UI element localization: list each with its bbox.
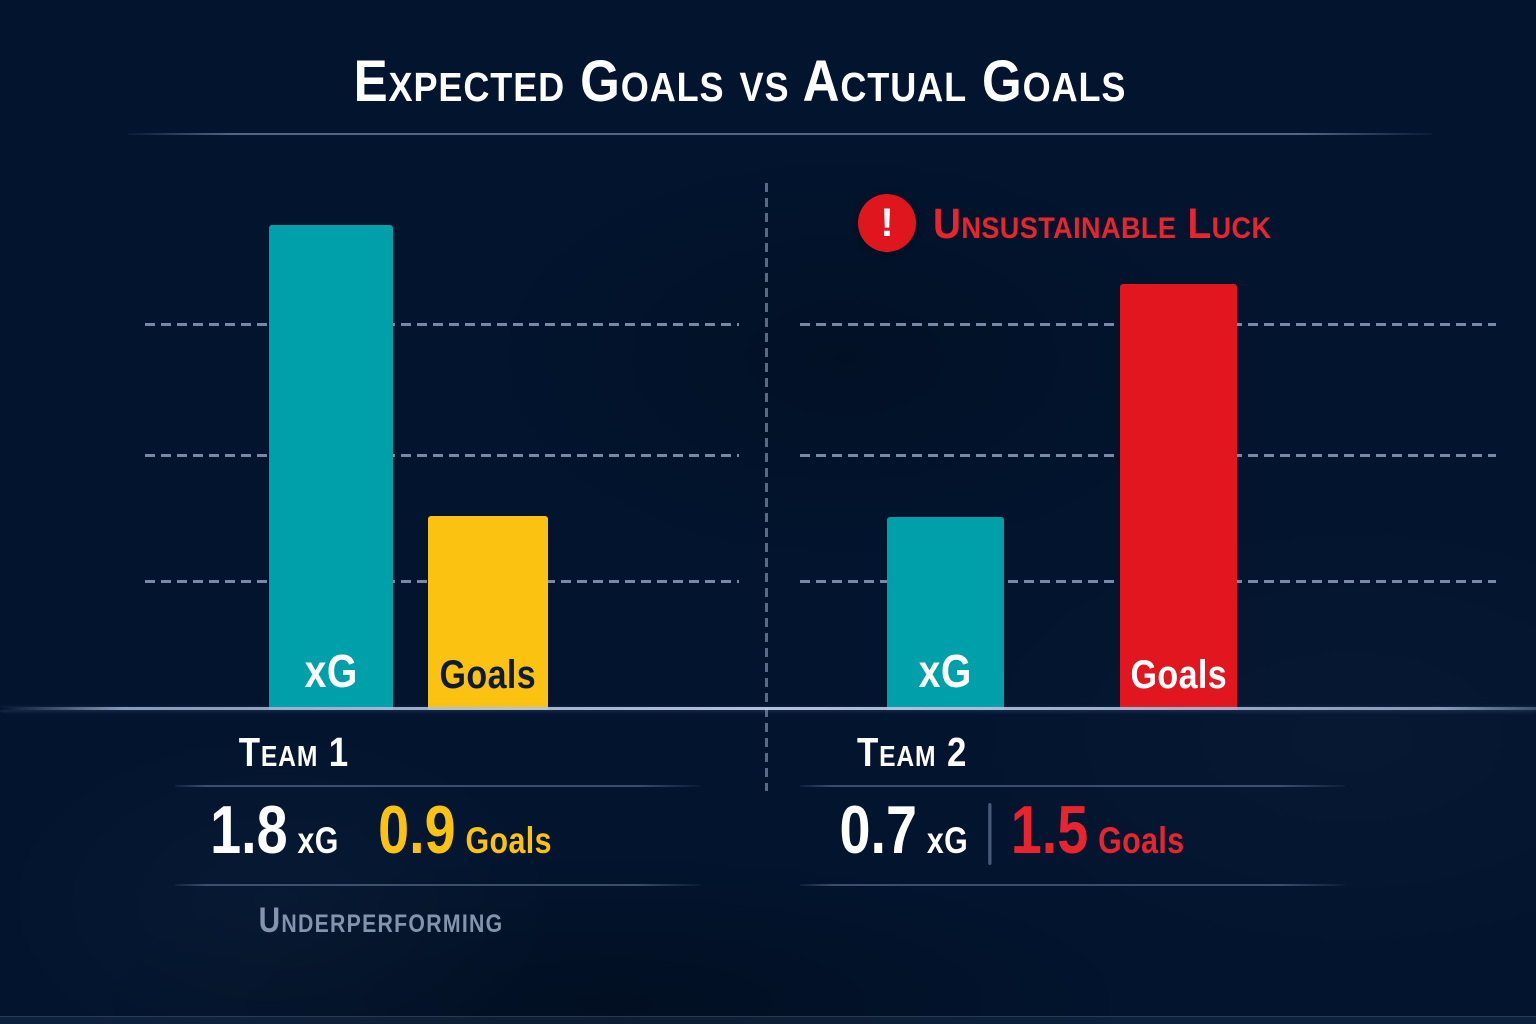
- team1-goals-bar-label: Goals: [439, 653, 537, 697]
- team2-xg-bar-label: xG: [918, 645, 973, 697]
- team2-stat-row: 0.7 xG 1.5 Goals: [838, 787, 1186, 875]
- stats-divider: [175, 785, 700, 787]
- team1-stat-row: 1.8 xG 0.9 Goals: [210, 787, 552, 875]
- team1-xg-value: 1.8: [210, 792, 288, 868]
- team2-name: Team 2: [856, 729, 968, 775]
- page-title: Expected Goals vs Actual Goals: [353, 49, 1127, 114]
- title-divider: [128, 133, 1432, 135]
- team1-xg-unit: xG: [297, 820, 339, 861]
- team1-stats-panel: Team 1 1.8 xG 0.9 Goals Underperforming: [175, 728, 700, 941]
- stats-divider: [800, 785, 1345, 787]
- bottom-edge-strip: [0, 1016, 1536, 1024]
- panel-divider: [765, 183, 768, 791]
- team2-xg-bar: xG: [887, 517, 1004, 710]
- warning-label: Unsustainable Luck: [933, 200, 1272, 248]
- team1-name: Team 1: [238, 729, 349, 775]
- gridline: [145, 454, 739, 457]
- team2-goals-unit: Goals: [1098, 820, 1185, 861]
- team2-goals-value: 1.5: [1010, 792, 1089, 868]
- team2-goals-bar: Goals: [1120, 284, 1237, 710]
- team2-goals-bar-label: Goals: [1130, 653, 1227, 697]
- exclamation-icon: !: [880, 201, 894, 245]
- team2-xg-value: 0.7: [839, 792, 918, 868]
- team1-goals-unit: Goals: [465, 820, 552, 861]
- gridline: [145, 323, 739, 326]
- team1-xg-bar-label: xG: [304, 645, 358, 697]
- stats-divider: [175, 884, 700, 886]
- team1-status-badge: Underperforming: [258, 901, 504, 940]
- stat-column-divider: [987, 803, 992, 865]
- team2-xg-unit: xG: [926, 820, 969, 861]
- team2-stats-panel: Team 2 0.7 xG 1.5 Goals: [800, 728, 1345, 886]
- warning-badge: !: [858, 194, 916, 252]
- chart-baseline: [0, 707, 1536, 710]
- team1-goals-bar: Goals: [428, 516, 548, 710]
- team1-xg-bar: xG: [269, 225, 393, 710]
- stats-divider: [800, 884, 1345, 886]
- team1-goals-value: 0.9: [378, 792, 456, 868]
